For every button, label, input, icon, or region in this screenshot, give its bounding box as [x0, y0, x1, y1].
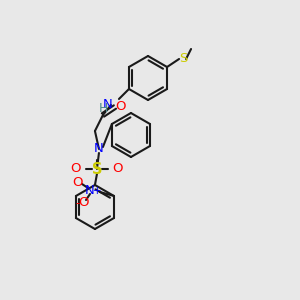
Text: S: S — [179, 52, 187, 65]
Text: +: + — [93, 186, 101, 196]
Text: O: O — [79, 196, 89, 208]
Text: N: N — [103, 98, 113, 112]
Text: H: H — [98, 101, 108, 115]
Text: O: O — [116, 100, 126, 113]
Text: -: - — [76, 197, 80, 211]
Text: O: O — [113, 163, 123, 176]
Text: O: O — [73, 176, 83, 188]
Text: S: S — [92, 161, 102, 176]
Text: N: N — [94, 142, 104, 155]
Text: O: O — [71, 163, 81, 176]
Text: N: N — [85, 184, 95, 197]
